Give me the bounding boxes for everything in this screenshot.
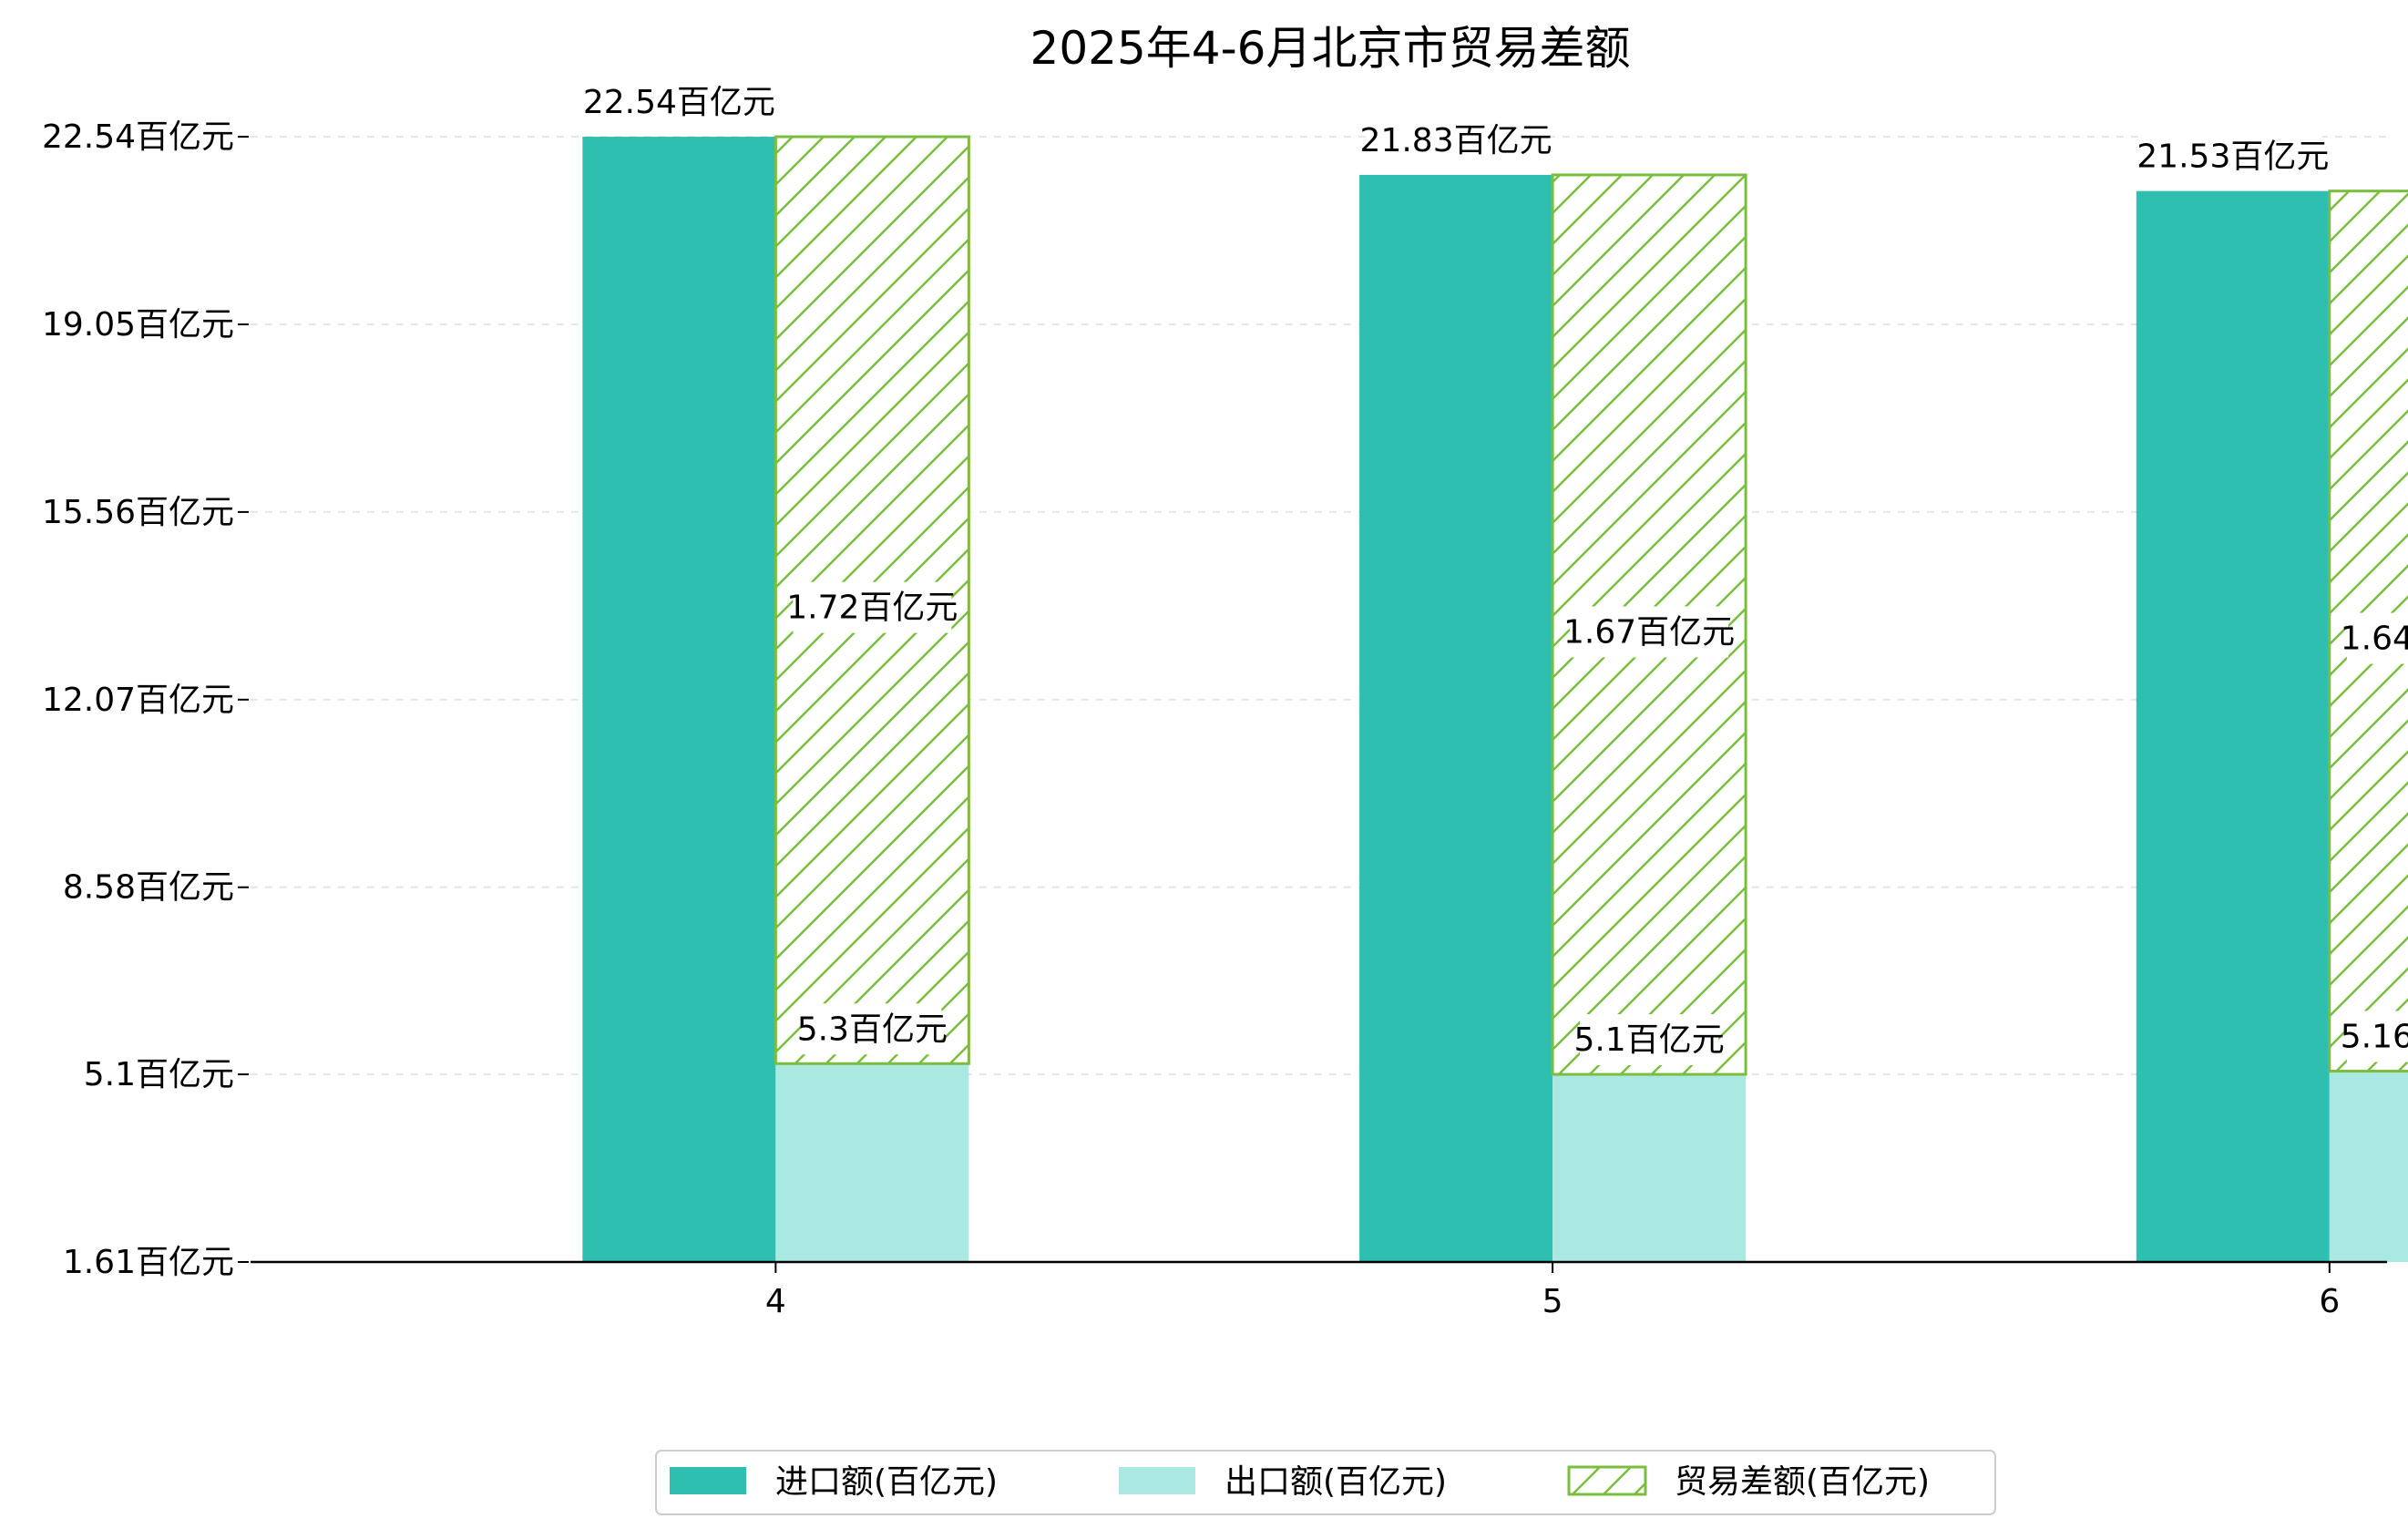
bar-export bbox=[1552, 1074, 1747, 1262]
data-label-export-bg bbox=[803, 1003, 942, 1055]
y-tick-label: 8.58百亿元 bbox=[63, 869, 234, 907]
data-label-trade-balance: 1.64百亿元 bbox=[2341, 621, 2408, 658]
y-tick-label: 12.07百亿元 bbox=[42, 682, 234, 719]
legend-swatch bbox=[1567, 1465, 1647, 1496]
legend-label: 出口额(百亿元) bbox=[1224, 1463, 1447, 1501]
data-label-export-bg bbox=[2346, 1011, 2408, 1062]
x-tick-label: 6 bbox=[2319, 1283, 2340, 1320]
y-tick-label: 22.54百亿元 bbox=[42, 118, 234, 156]
data-label-trade-balance: 1.72百亿元 bbox=[786, 590, 958, 627]
data-label-trade-balance: 1.67百亿元 bbox=[1563, 614, 1735, 652]
legend-label: 贸易差额(百亿元) bbox=[1675, 1463, 1930, 1501]
bar-export bbox=[775, 1063, 969, 1262]
data-label-trade-balance-bg bbox=[2346, 612, 2408, 664]
y-tick-label: 19.05百亿元 bbox=[42, 306, 234, 344]
data-label-import: 21.53百亿元 bbox=[2136, 139, 2329, 176]
legend-box bbox=[655, 1450, 1996, 1515]
legend: 进口额(百亿元) 出口额(百亿元) 贸易差额(百亿元) bbox=[655, 1450, 1996, 1515]
data-label-import-bg bbox=[589, 77, 769, 128]
legend-swatch bbox=[670, 1467, 746, 1494]
legend-label: 进口额(百亿元) bbox=[775, 1463, 998, 1501]
bar-import bbox=[582, 137, 776, 1262]
data-label-trade-balance-bg bbox=[1570, 606, 1729, 658]
grid-lines bbox=[251, 136, 2387, 1076]
x-tick-label: 4 bbox=[765, 1283, 786, 1320]
data-label-import-bg bbox=[2143, 130, 2322, 182]
x-tick-label: 5 bbox=[1542, 1283, 1563, 1320]
data-label-import: 21.83百亿元 bbox=[1360, 122, 1552, 159]
data-label-trade-balance-bg bbox=[793, 581, 952, 633]
bar-import bbox=[2136, 190, 2330, 1263]
y-tick-label: 15.56百亿元 bbox=[42, 494, 234, 531]
bar-import bbox=[1359, 174, 1553, 1262]
y-tick-label: 1.61百亿元 bbox=[63, 1244, 234, 1281]
data-label-import-bg bbox=[1367, 114, 1546, 166]
chart-title: 2025年4-6月北京市贸易差额 bbox=[1030, 22, 1631, 75]
axes-layer: 1.61百亿元 5.1百亿元 8.58百亿元 12.07百亿元 15.56百亿元 19.0… bbox=[42, 118, 2387, 1320]
data-label-export: 5.3百亿元 bbox=[797, 1011, 948, 1048]
data-label-export-bg bbox=[1580, 1014, 1719, 1066]
y-tick-label: 5.1百亿元 bbox=[84, 1056, 234, 1093]
data-label-export: 5.16百亿元 bbox=[2341, 1019, 2408, 1056]
data-label-import: 22.54百亿元 bbox=[583, 84, 775, 121]
legend-swatch bbox=[1119, 1467, 1195, 1494]
data-label-export: 5.1百亿元 bbox=[1573, 1021, 1724, 1059]
bar-export bbox=[2329, 1071, 2408, 1262]
data-labels-layer: 22.54百亿元 5.3百亿元 1.72百亿元 21.83百亿元 5.1百亿元 1.67百… bbox=[583, 77, 2408, 1066]
